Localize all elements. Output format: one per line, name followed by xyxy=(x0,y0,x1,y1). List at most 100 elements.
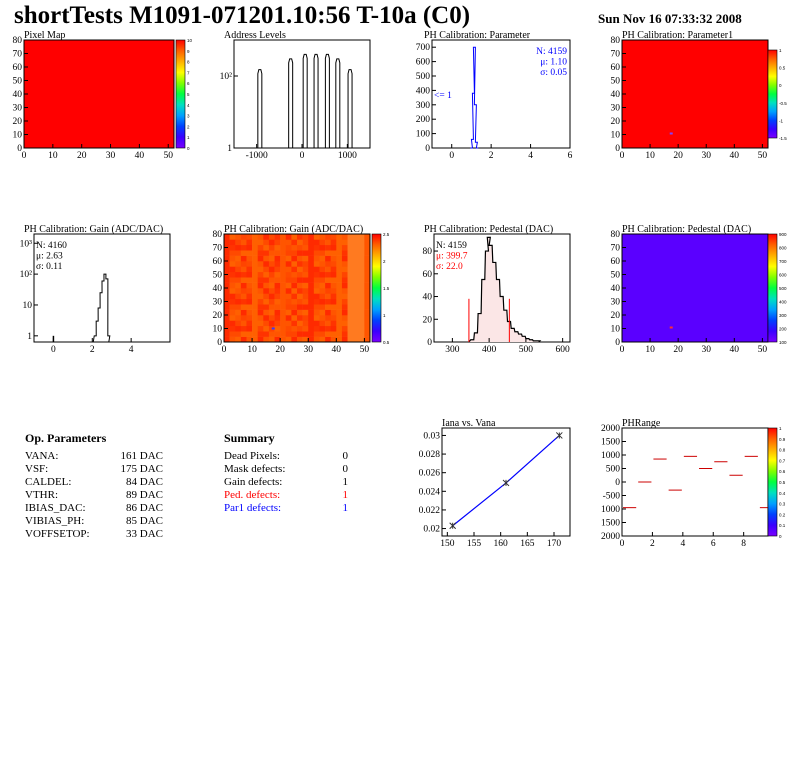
heatmap-cell xyxy=(330,255,337,262)
op-parameter-name: VIBIAS_PH: xyxy=(25,515,85,527)
heatmap-cell xyxy=(263,336,270,343)
heatmap-cell xyxy=(263,320,270,327)
color-palette xyxy=(767,49,778,139)
heatmap-cell xyxy=(274,266,281,273)
heatmap-cell xyxy=(268,288,275,294)
y-tick-label: 0 xyxy=(615,338,620,348)
x-tick-label: 6 xyxy=(568,151,573,161)
plot-frame xyxy=(233,39,371,149)
heatmap-cell xyxy=(224,234,230,240)
heatmap-cell xyxy=(274,293,281,300)
heatmap-cell xyxy=(291,298,298,305)
y-tick-label: 60 xyxy=(423,270,433,280)
heatmap-cell xyxy=(268,331,275,337)
heatmap-cell xyxy=(313,234,320,240)
op-parameter-name: VTHR: xyxy=(25,489,58,501)
heatmap-cell xyxy=(268,266,275,273)
stats-text: N: 4160 xyxy=(36,241,67,251)
x-tick-label: 50 xyxy=(758,151,768,161)
heatmap-cell xyxy=(325,304,331,310)
heatmap-cell xyxy=(263,234,270,240)
heatmap-cell xyxy=(297,255,303,262)
heatmap-cell xyxy=(240,244,247,251)
y-tick-label: 0 xyxy=(615,144,620,154)
heatmap-cell xyxy=(246,271,253,278)
heatmap-cell xyxy=(308,261,315,267)
heatmap-cell xyxy=(224,336,230,343)
stats-text: σ: 22.0 xyxy=(436,262,463,272)
heatmap-cell xyxy=(341,309,348,316)
heatmap-cell xyxy=(319,255,326,262)
palette-tick-label: 0.5 xyxy=(779,66,786,71)
summary-value: 0 xyxy=(342,450,349,462)
heatmap-cell xyxy=(274,304,281,310)
y-tick-label: 50 xyxy=(13,77,23,87)
y-tick-label: 40 xyxy=(611,284,621,294)
panel-title: PHRange xyxy=(622,418,661,429)
heatmap-cell xyxy=(285,331,292,337)
heatmap-cell xyxy=(229,234,236,240)
heatmap-cell xyxy=(257,325,264,332)
heatmap-cell xyxy=(268,282,275,289)
heatmap-cell xyxy=(336,304,343,310)
y-tick-label: 0 xyxy=(17,144,22,154)
heatmap-cell xyxy=(268,239,275,246)
op-parameters-title: Op. Parameters xyxy=(25,431,107,445)
palette-tick-label: -1 xyxy=(779,118,783,123)
heatmap-cell xyxy=(291,250,298,256)
heatmap-cell xyxy=(302,271,309,278)
x-tick-label: 500 xyxy=(519,345,534,355)
palette-tick-label: 800 xyxy=(779,246,787,251)
ph-parameter1-chart: 0 10 20 30 40 50 0 10 20 30 40 50 60 70 80 1 0.5 0 -0.5 -1 -… xyxy=(611,36,788,161)
y-tick-label: 60 xyxy=(13,63,23,73)
heatmap-cell xyxy=(291,234,298,240)
heatmap-cell xyxy=(330,250,337,256)
heatmap-cell xyxy=(252,304,258,310)
palette-tick-label: -1.5 xyxy=(779,136,787,141)
heatmap-cell xyxy=(325,293,331,300)
palette-tick-label: 0.5 xyxy=(383,340,390,345)
heatmap-cell xyxy=(341,244,348,251)
summary-row: Dead Pixels: 0 xyxy=(224,450,348,463)
heatmap-cell xyxy=(252,239,258,246)
heatmap-cell xyxy=(246,255,253,262)
heatmap-cell xyxy=(341,304,348,310)
heatmap-cell xyxy=(246,250,253,256)
heatmap-cell xyxy=(341,320,348,327)
heatmap-cell xyxy=(263,288,270,294)
y-tick-label: 20 xyxy=(13,117,23,127)
heatmap-cell xyxy=(285,271,292,278)
heatmap-cell xyxy=(268,255,275,262)
heatmap-cell xyxy=(325,298,331,305)
heatmap-cell xyxy=(257,304,264,310)
heatmap-cell xyxy=(280,320,287,327)
heatmap-cell xyxy=(246,331,253,337)
heatmap-cell xyxy=(313,336,320,343)
heatmap-cell xyxy=(319,234,326,240)
heatmap-cell xyxy=(252,288,258,294)
heatmap-cell xyxy=(313,261,320,267)
heatmap-cell xyxy=(319,277,326,283)
heatmap-cell xyxy=(308,320,315,327)
heatmap-cell xyxy=(229,255,236,262)
histogram-peak xyxy=(313,53,319,148)
histogram-peak xyxy=(335,58,341,148)
heatmap-cell xyxy=(280,331,287,337)
summary-name: Dead Pixels: xyxy=(224,450,280,462)
heatmap-cell xyxy=(297,288,303,294)
heatmap-cell xyxy=(274,282,281,289)
heatmap-cell xyxy=(336,239,343,246)
panel-title: PH Calibration: Gain (ADC/DAC) xyxy=(224,224,364,235)
heatmap-cell xyxy=(252,315,258,321)
heatmap-cell xyxy=(330,282,337,289)
heatmap-cell xyxy=(330,271,337,278)
heatmap-cell xyxy=(297,271,303,278)
heatmap-cell xyxy=(302,266,309,273)
y-tick-label: 60 xyxy=(611,257,621,267)
heatmap-cell xyxy=(302,298,309,305)
x-tick-label: 0 xyxy=(22,151,27,161)
heatmap-cell xyxy=(336,288,343,294)
y-tick-label: 0 xyxy=(425,144,430,154)
heatmap-cell xyxy=(257,320,264,327)
